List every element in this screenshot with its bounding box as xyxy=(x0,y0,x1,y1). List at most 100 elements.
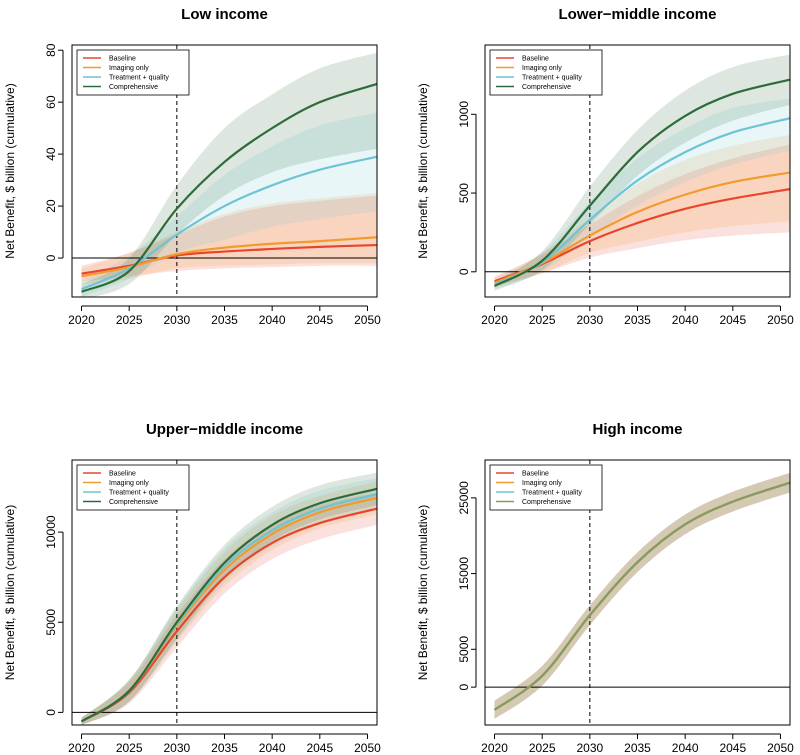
legend: Baseline Imaging only Treatment + quality C… xyxy=(76,464,190,511)
legend-label: Comprehensive xyxy=(522,84,571,91)
legend-label: Treatment + quality xyxy=(522,489,582,496)
y-tick-label: 20 xyxy=(44,199,58,213)
y-tick-label: 10000 xyxy=(44,515,58,549)
legend-label: Baseline xyxy=(109,470,136,477)
legend-label: Baseline xyxy=(109,55,136,62)
x-tick-label: 2025 xyxy=(116,313,143,327)
x-tick-label: 2035 xyxy=(624,741,651,755)
band-comprehensive xyxy=(494,472,790,719)
y-tick-label: 500 xyxy=(457,183,471,203)
x-tick-label: 2040 xyxy=(259,741,286,755)
plot-frame xyxy=(71,459,378,726)
y-axis-label: Net Benefit, $ billion (cumulative) xyxy=(416,83,430,258)
series-line-imaging-only xyxy=(81,236,377,278)
legend-label: Comprehensive xyxy=(109,499,158,506)
panel-title: High income xyxy=(592,421,682,438)
band-treatment-quality xyxy=(494,472,790,719)
series-line-comprehensive xyxy=(493,481,790,711)
x-tick-label: 2030 xyxy=(576,313,603,327)
legend-label: Imaging only xyxy=(522,480,562,487)
band-comprehensive xyxy=(81,52,377,297)
y-tick-label: 1000 xyxy=(457,101,471,128)
legend-label: Baseline xyxy=(522,55,549,62)
y-tick-label: 0 xyxy=(457,268,471,275)
y-tick-label: 15000 xyxy=(457,557,471,591)
legend-label: Imaging only xyxy=(109,480,149,487)
x-tick-label: 2025 xyxy=(529,741,556,755)
band-imaging-only xyxy=(81,481,377,725)
legend-label: Treatment + quality xyxy=(522,74,582,81)
y-axis-label: Net Benefit, $ billion (cumulative) xyxy=(3,505,17,680)
panel-title: Lower−middle income xyxy=(559,6,717,23)
band-comprehensive xyxy=(81,472,377,725)
y-tick-label: 0 xyxy=(44,254,58,261)
legend-label: Treatment + quality xyxy=(109,489,169,496)
x-tick-label: 2035 xyxy=(211,313,238,327)
chart-panel-1: 2020 2025 2030 2035 2040 2045 2050020406080Net… xyxy=(3,6,381,327)
y-tick-label: 0 xyxy=(44,709,58,716)
x-tick-label: 2040 xyxy=(672,741,699,755)
plot-frame xyxy=(484,459,791,726)
series-line-comprehensive xyxy=(80,487,377,723)
x-tick-label: 2020 xyxy=(481,313,508,327)
plot-area xyxy=(485,45,790,297)
plot-frame xyxy=(484,44,791,298)
x-tick-label: 2030 xyxy=(163,313,190,327)
y-tick-label: 40 xyxy=(44,147,58,161)
y-tick-label: 0 xyxy=(457,683,471,690)
series-line-comprehensive xyxy=(81,82,377,293)
legend: Baseline Imaging only Treatment + quality C… xyxy=(489,49,603,96)
series-line-treatment-quality xyxy=(81,155,377,291)
legend-label: Imaging only xyxy=(522,65,562,72)
x-tick-label: 2050 xyxy=(767,741,794,755)
x-tick-label: 2035 xyxy=(211,741,238,755)
y-tick-label: 5000 xyxy=(44,609,58,636)
band-imaging-only xyxy=(81,193,377,285)
chart-panel-3: 2020 2025 2030 2035 2040 2045 2050 0 5000 10000 Ne… xyxy=(3,421,381,755)
legend-label: Baseline xyxy=(522,470,549,477)
x-tick-label: 2025 xyxy=(529,313,556,327)
plot-frame xyxy=(71,44,378,298)
band-treatment-quality xyxy=(81,478,377,725)
x-tick-label: 2030 xyxy=(576,741,603,755)
legend-label: Comprehensive xyxy=(522,499,571,506)
band-baseline xyxy=(81,492,377,725)
x-tick-label: 2025 xyxy=(116,741,143,755)
legend-label: Imaging only xyxy=(109,65,149,72)
y-tick-label: 5000 xyxy=(457,636,471,663)
plot-area xyxy=(72,45,377,297)
series-line-baseline xyxy=(81,243,377,275)
chart-panel-4: 2020 2025 2030 2035 2040 2045 2050 0 5000 15000 25… xyxy=(416,421,794,755)
chart-panel-2: 2020 2025 2030 2035 2040 2045 2050 0 500 1000 Net … xyxy=(416,6,794,327)
legend: Baseline Imaging only Treatment + quality C… xyxy=(489,464,603,511)
x-tick-label: 2045 xyxy=(719,313,746,327)
x-tick-label: 2020 xyxy=(481,741,508,755)
x-tick-label: 2030 xyxy=(163,741,190,755)
y-tick-label: 80 xyxy=(44,43,58,57)
x-tick-label: 2045 xyxy=(306,313,333,327)
x-tick-label: 2040 xyxy=(672,313,699,327)
y-axis-label: Net Benefit, $ billion (cumulative) xyxy=(416,505,430,680)
plot-area xyxy=(485,460,790,725)
band-baseline xyxy=(494,472,790,719)
series-line-comprehensive xyxy=(494,78,790,287)
x-tick-label: 2050 xyxy=(767,313,794,327)
legend-label: Treatment + quality xyxy=(109,74,169,81)
panel-title: Low income xyxy=(181,6,268,23)
x-tick-label: 2035 xyxy=(624,313,651,327)
x-tick-label: 2045 xyxy=(306,741,333,755)
y-axis-label: Net Benefit, $ billion (cumulative) xyxy=(3,83,17,258)
y-tick-label: 25000 xyxy=(457,481,471,515)
band-treatment-quality xyxy=(494,98,790,290)
series-line-treatment-quality xyxy=(494,117,790,286)
band-imaging-only xyxy=(494,472,790,719)
x-tick-label: 2050 xyxy=(354,741,381,755)
series-line-baseline xyxy=(80,507,377,723)
legend: Baseline Imaging only Treatment + quality C… xyxy=(76,49,190,96)
panel-title: Upper−middle income xyxy=(146,421,303,438)
x-tick-label: 2050 xyxy=(354,313,381,327)
x-tick-label: 2020 xyxy=(68,741,95,755)
legend-label: Comprehensive xyxy=(109,84,158,91)
x-tick-label: 2040 xyxy=(259,313,286,327)
